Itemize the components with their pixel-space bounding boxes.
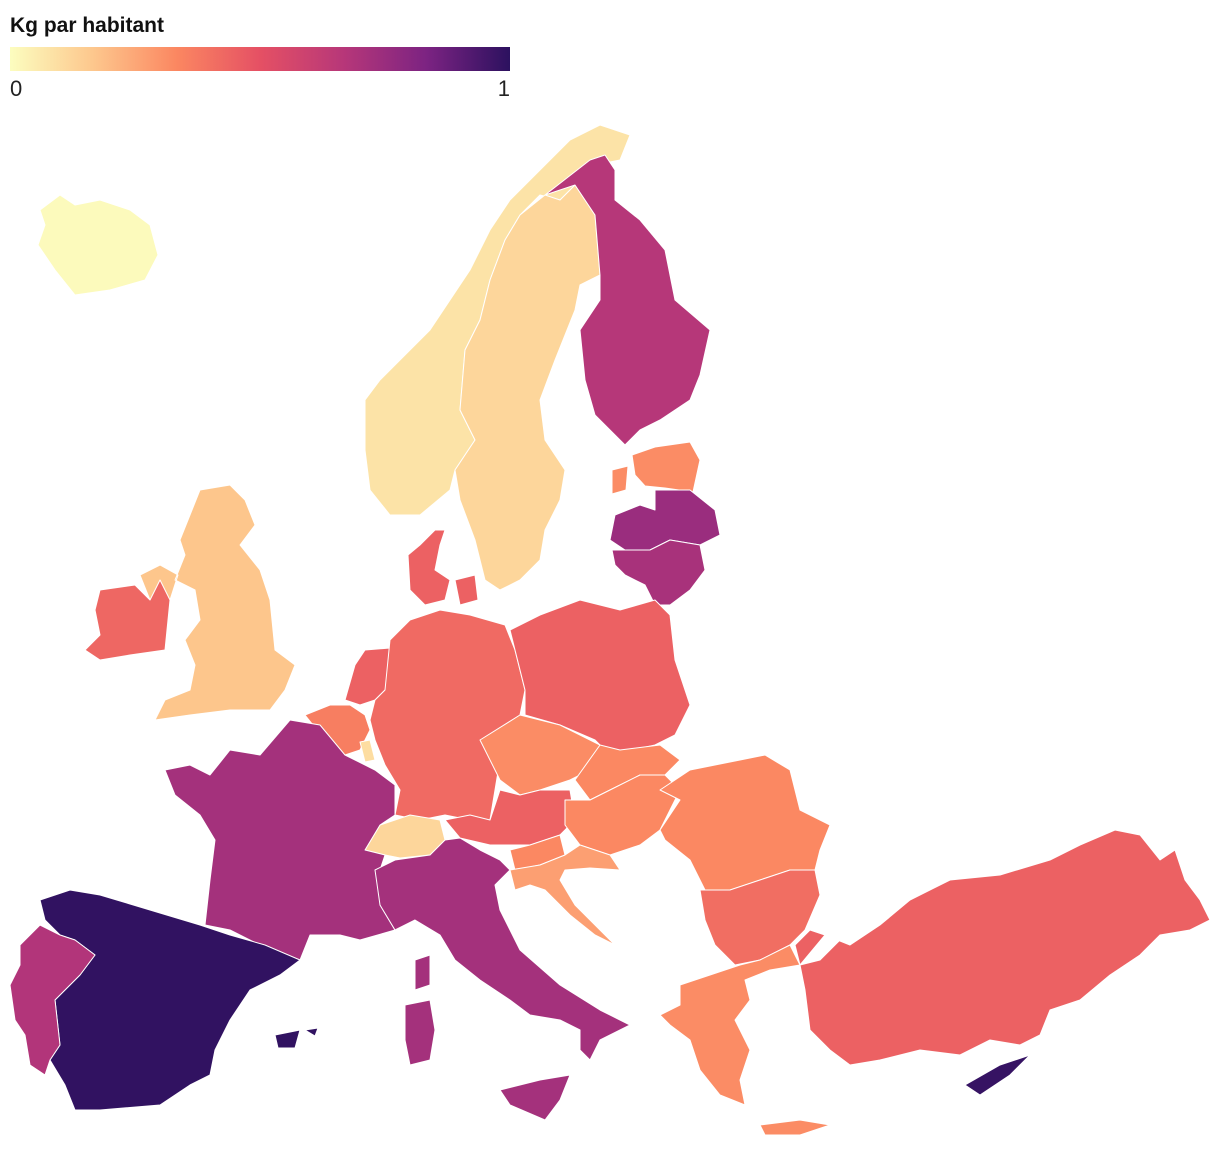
region	[659, 944, 831, 1136]
color-bar	[10, 47, 510, 71]
region	[37, 194, 159, 296]
region	[509, 599, 691, 756]
region	[699, 869, 821, 966]
region	[9, 924, 96, 1076]
legend-tick-label: 1	[498, 76, 510, 101]
region	[374, 837, 631, 1121]
region	[139, 484, 296, 721]
region	[359, 739, 376, 763]
region	[564, 774, 681, 856]
region	[454, 184, 601, 591]
region	[611, 539, 706, 606]
region	[84, 579, 171, 661]
regions	[9, 124, 1211, 1136]
region	[39, 889, 319, 1111]
region	[609, 489, 721, 551]
region	[444, 789, 576, 846]
region	[509, 844, 621, 946]
legend-title: Kg par habitant	[10, 14, 164, 37]
region	[794, 829, 1211, 1066]
region	[544, 154, 711, 446]
region	[611, 441, 701, 495]
legend-tick-label: 0	[10, 76, 22, 101]
region	[164, 719, 396, 961]
region	[964, 1054, 1031, 1096]
region	[407, 529, 479, 606]
